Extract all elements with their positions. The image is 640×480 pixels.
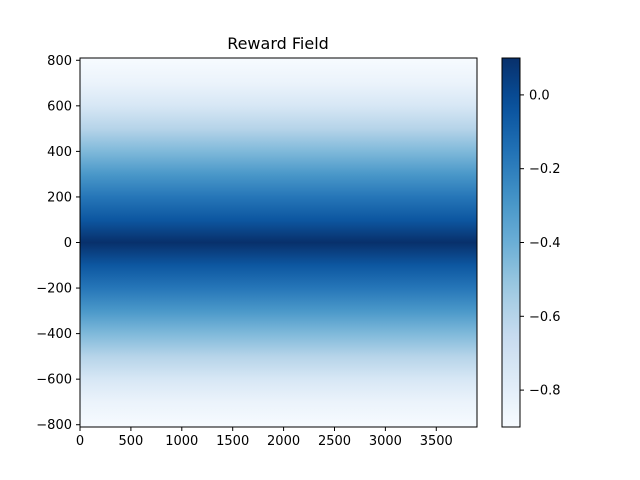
y-tick-label: 0 xyxy=(64,236,72,251)
colorbar-tick-label: −0.8 xyxy=(529,384,561,399)
x-tick-label: 3000 xyxy=(369,434,402,449)
y-tick-label: −400 xyxy=(36,327,72,342)
colorbar-axis: 0.0 −0.2 −0.4 −0.6 −0.8 xyxy=(520,88,561,399)
colorbar-tick-label: −0.2 xyxy=(529,162,561,177)
x-tick-label: 3500 xyxy=(420,434,453,449)
x-tick-label: 2500 xyxy=(318,434,351,449)
colorbar-tick-label: 0.0 xyxy=(529,88,550,103)
y-tick-label: −200 xyxy=(36,282,72,297)
colorbar-tick-label: −0.4 xyxy=(529,236,561,251)
y-tick-label: −600 xyxy=(36,373,72,388)
x-tick-label: 500 xyxy=(118,434,143,449)
x-tick-label: 1000 xyxy=(165,434,198,449)
x-axis: 0 500 1000 1500 2000 2500 3000 3500 xyxy=(76,427,453,449)
y-tick-label: −800 xyxy=(36,418,72,433)
y-tick-label: 800 xyxy=(47,54,72,69)
x-tick-label: 0 xyxy=(76,434,84,449)
y-axis: −800 −600 −400 −200 0 200 400 600 800 xyxy=(36,54,80,433)
x-tick-label: 2000 xyxy=(267,434,300,449)
y-tick-label: 600 xyxy=(47,99,72,114)
colorbar-tick-label: −0.6 xyxy=(529,310,561,325)
colorbar xyxy=(502,58,520,427)
x-tick-label: 1500 xyxy=(216,434,249,449)
y-tick-label: 200 xyxy=(47,190,72,205)
chart-title: Reward Field xyxy=(227,34,329,53)
y-tick-label: 400 xyxy=(47,145,72,160)
heatmap-field xyxy=(80,58,477,427)
